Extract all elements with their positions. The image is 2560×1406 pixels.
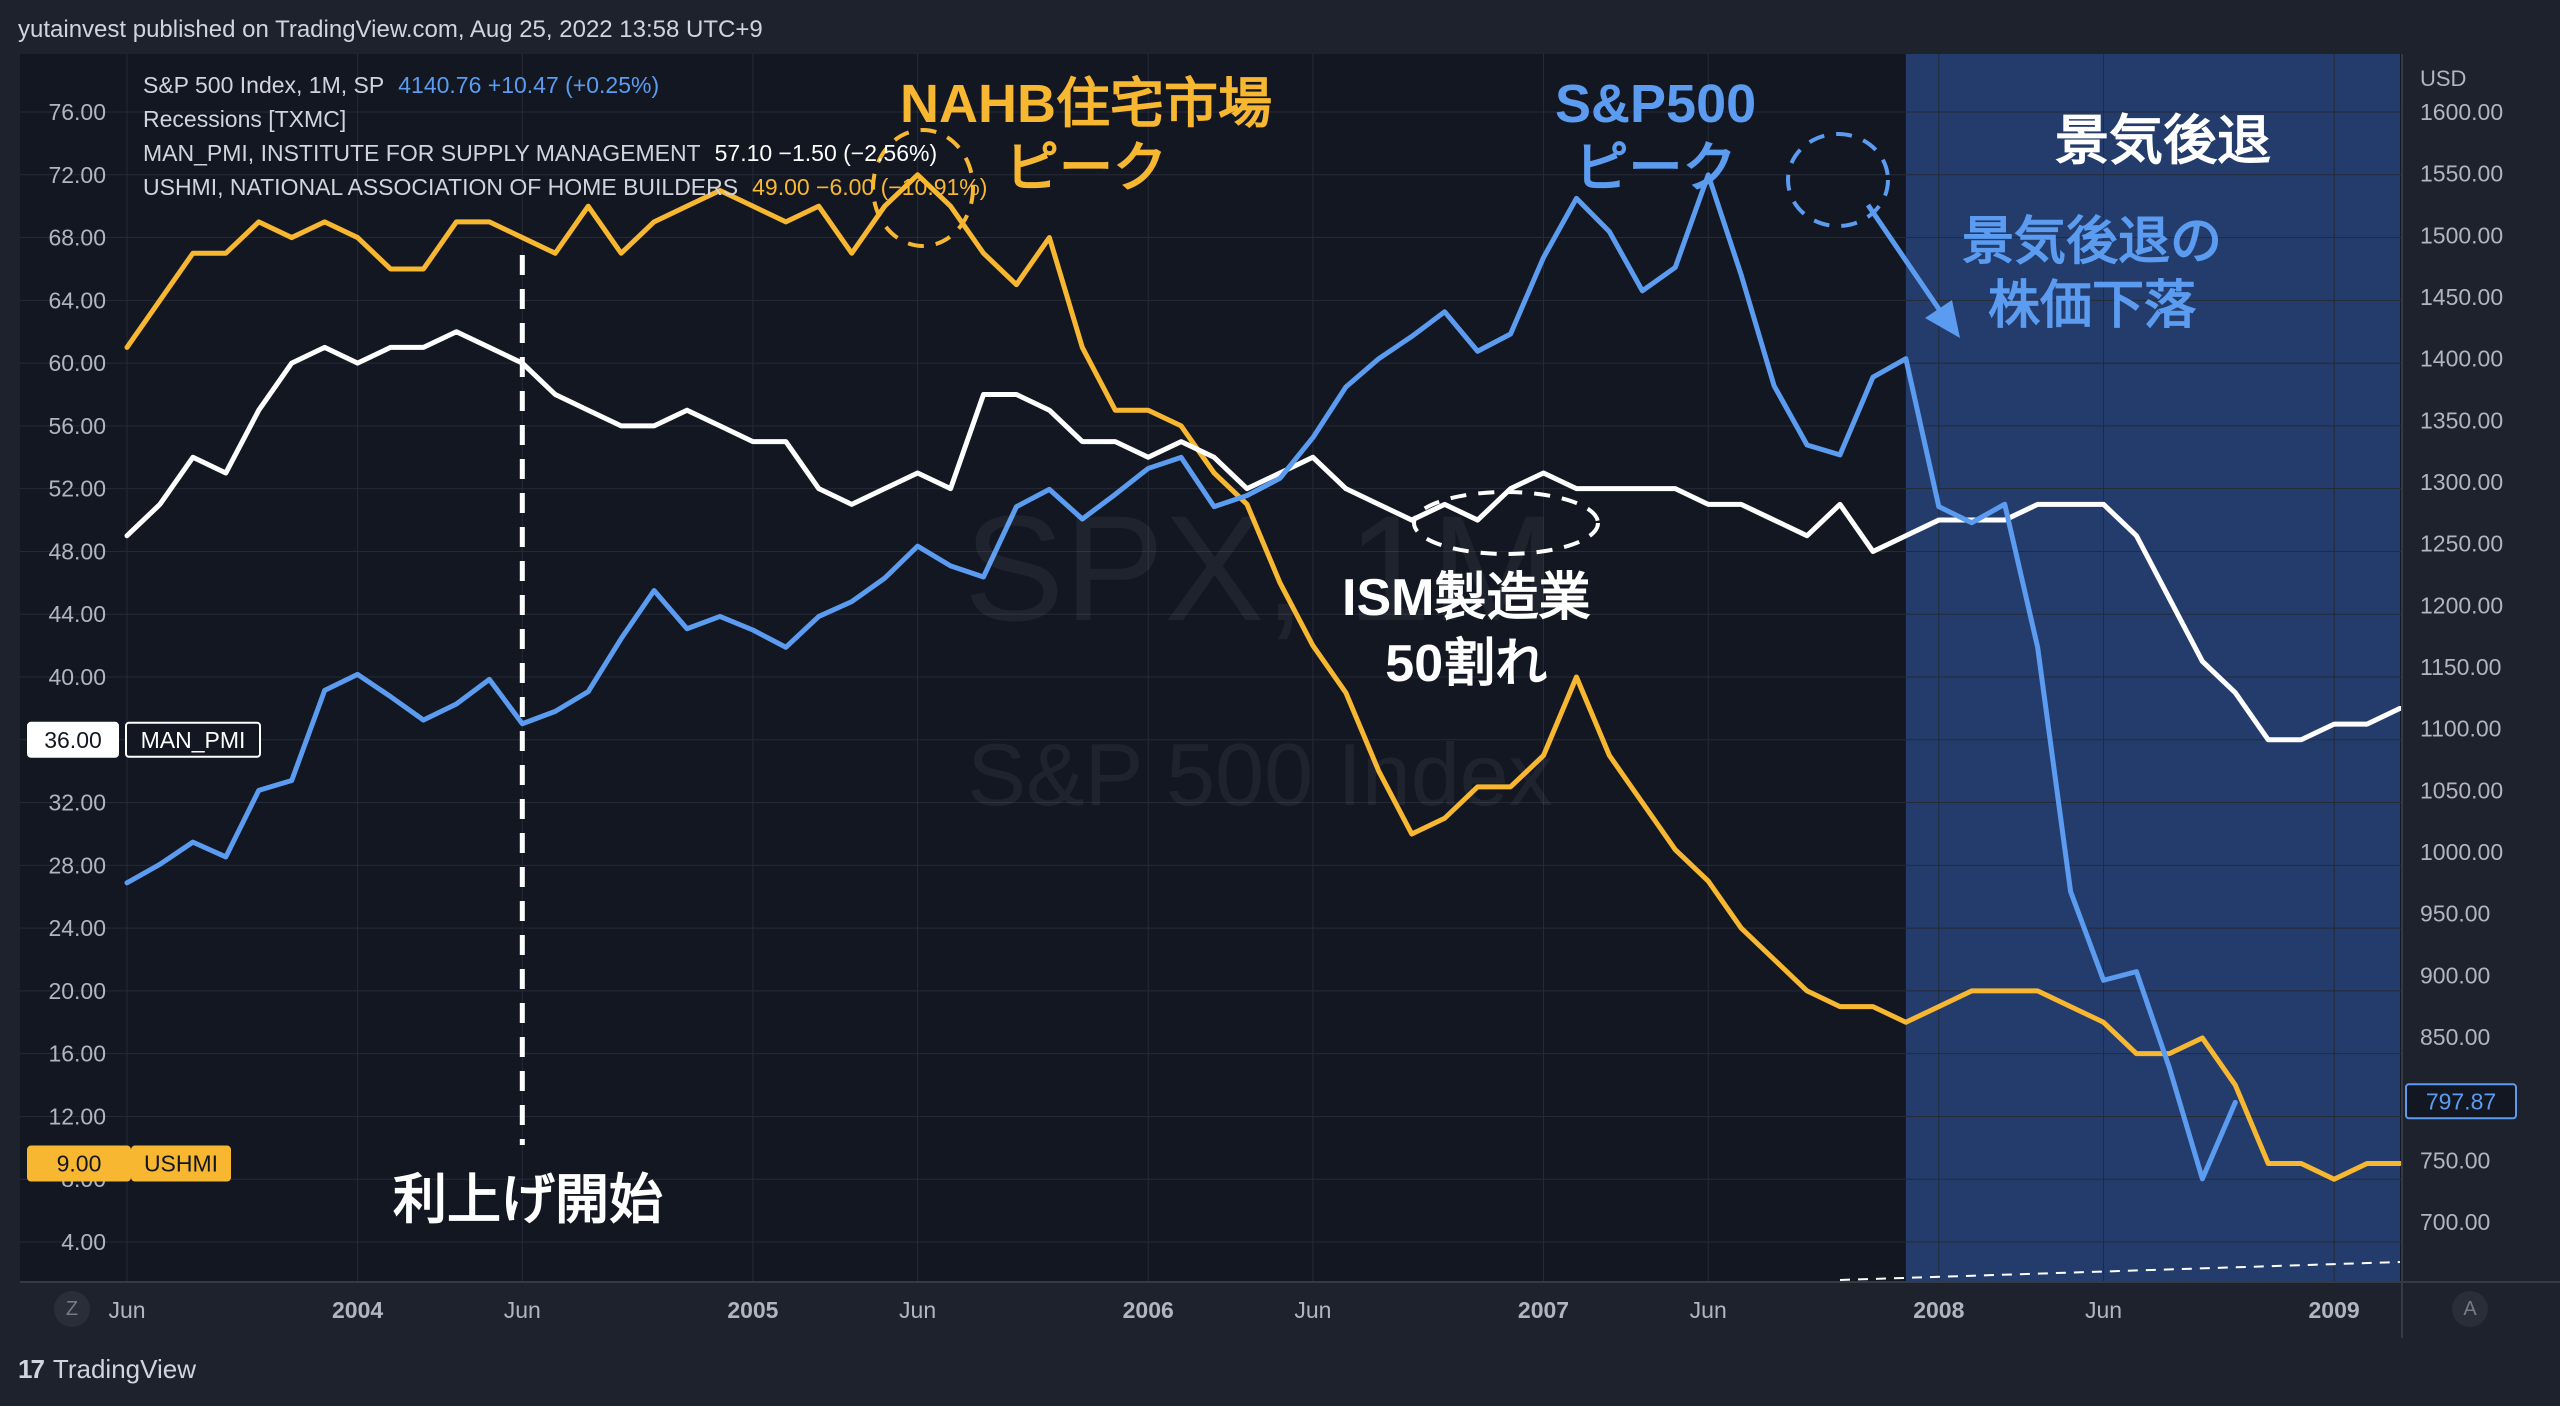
annotation-recession: 景気後退	[2055, 111, 2271, 171]
left-axis-tick-label: 12.00	[48, 1103, 106, 1129]
sp500-value-badge-label: 797.87	[2426, 1088, 2496, 1114]
right-axis-tick-label: 1200.00	[2420, 592, 2503, 618]
tradingview-brand[interactable]: 17 TradingView	[18, 1354, 196, 1385]
annotation-rate-hike: 利上げ開始	[393, 1170, 663, 1230]
decline-arrow-line	[1865, 203, 1948, 320]
brand-label: TradingView	[52, 1354, 196, 1384]
nahb-peak-circle	[871, 128, 975, 248]
legend-value: 57.10 −1.50 (−2.56%)	[714, 140, 938, 166]
publisher-line: yutainvest published on TradingView.com,…	[18, 16, 763, 43]
ushmi-value-badge	[27, 1145, 131, 1182]
pmi-name-badge-label: MAN_PMI	[141, 727, 246, 753]
left-axis-tick-label: 72.00	[48, 162, 106, 188]
watermark-name: S&P 500 Index	[967, 725, 1553, 824]
pmi-value-badge-label: 36.00	[44, 727, 102, 753]
right-axis-tick-label: 1500.00	[2420, 222, 2503, 248]
x-tick-label: 2004	[332, 1297, 383, 1323]
recession-band	[1905, 54, 2400, 1282]
left-axis-tick-label: 56.00	[48, 413, 106, 439]
right-axis-tick-label: 750.00	[2420, 1147, 2490, 1173]
right-axis-tick-label: 1100.00	[2420, 716, 2501, 742]
annotation-ism-below-50: ISM製造業 50割れ	[1342, 569, 1591, 693]
legend-name: S&P 500 Index, 1M, SP	[143, 72, 385, 98]
right-axis-unit: USD	[2420, 66, 2466, 91]
left-axis-tick-label: 60.00	[48, 350, 106, 376]
x-tick-label: Jun	[1294, 1297, 1331, 1323]
left-axis-tick-label: 52.00	[48, 476, 106, 502]
left-axis-tick-label: 24.00	[48, 915, 106, 941]
ushmi-name-badge-label: USHMI	[144, 1151, 218, 1177]
x-tick-label: 2008	[1913, 1297, 1964, 1323]
auto-scale-button[interactable]: A	[2452, 1291, 2488, 1327]
x-tick-label: 2009	[2309, 1297, 2360, 1323]
pmi-name-badge	[125, 721, 261, 758]
left-axis-tick-label: 16.00	[48, 1041, 106, 1067]
right-axis-tick-label: 1450.00	[2420, 284, 2503, 310]
left-axis-tick-label: 40.00	[48, 664, 106, 690]
left-axis-tick-label: 44.00	[48, 601, 106, 627]
left-axis-tick-label: 48.00	[48, 538, 106, 564]
x-tick-label: Jun	[504, 1297, 541, 1323]
right-axis-tick-label: 1150.00	[2420, 654, 2501, 680]
left-axis-tick-label: 28.00	[48, 852, 106, 878]
x-tick-label: Jun	[899, 1297, 936, 1323]
watermark-symbol: SPX, 1M	[964, 484, 1556, 652]
ushmi-value-badge-label: 9.00	[57, 1151, 102, 1177]
ism-below-50-circle	[1412, 490, 1600, 556]
right-axis-tick-label: 1000.00	[2420, 839, 2503, 865]
right-axis-tick-label: 1350.00	[2420, 407, 2503, 433]
series-line-s-p-500	[124, 172, 2238, 1182]
right-axis-tick-label: 1550.00	[2420, 161, 2503, 187]
sp500-value-badge	[2405, 1083, 2517, 1120]
annotation-recession-decline: 景気後退の 株価下落	[1962, 213, 2223, 335]
x-tick-label: 2005	[727, 1297, 778, 1323]
dashed-trend-line	[1839, 1261, 2401, 1281]
right-axis-tick-label: 950.00	[2420, 901, 2490, 927]
legend-row-pmi[interactable]: MAN_PMI, INSTITUTE FOR SUPPLY MANAGEMENT…	[143, 136, 987, 170]
right-axis-tick-label: 1250.00	[2420, 531, 2503, 557]
legend-row-recessions[interactable]: Recessions [TXMC]	[143, 102, 987, 136]
legend-row-ushmi[interactable]: USHMI, NATIONAL ASSOCIATION OF HOME BUIL…	[143, 170, 987, 204]
ushmi-name-badge	[131, 1145, 231, 1182]
right-axis-tick-label: 900.00	[2420, 962, 2490, 988]
timezone-button[interactable]: Z	[54, 1291, 90, 1327]
annotation-sp500-peak: S&P500 ピーク	[1555, 74, 1757, 198]
left-axis-tick-label: 20.00	[48, 978, 106, 1004]
pmi-value-badge	[27, 721, 119, 758]
left-axis-tick-label: 32.00	[48, 790, 106, 816]
legend-name: USHMI, NATIONAL ASSOCIATION OF HOME BUIL…	[143, 174, 739, 200]
x-tick-label: 2006	[1123, 1297, 1174, 1323]
x-tick-label: Jun	[2085, 1297, 2122, 1323]
decline-arrow-head	[1925, 300, 1960, 338]
series-legend: S&P 500 Index, 1M, SP 4140.76 +10.47 (+0.…	[143, 68, 987, 204]
series-line-ushmi	[124, 172, 2403, 1182]
legend-value: 49.00 −6.00 (−10.91%)	[752, 174, 988, 200]
right-axis-tick-label: 700.00	[2420, 1209, 2490, 1235]
legend-value: 4140.76 +10.47 (+0.25%)	[398, 72, 660, 98]
right-axis-tick-label: 1300.00	[2420, 469, 2503, 495]
sp500-peak-circle	[1786, 132, 1890, 228]
left-axis-tick-label: 76.00	[48, 99, 106, 125]
right-axis-tick-label: 850.00	[2420, 1024, 2490, 1050]
legend-row-sp500[interactable]: S&P 500 Index, 1M, SP 4140.76 +10.47 (+0.…	[143, 68, 987, 102]
legend-name: MAN_PMI, INSTITUTE FOR SUPPLY MANAGEMENT	[143, 140, 701, 166]
series-line-man-pmi	[124, 329, 2403, 743]
left-axis-tick-label: 64.00	[48, 287, 106, 313]
x-tick-label: Jun	[1690, 1297, 1727, 1323]
legend-name: Recessions [TXMC]	[143, 106, 347, 132]
x-tick-label: Jun	[108, 1297, 145, 1323]
right-axis-tick-label: 1400.00	[2420, 346, 2503, 372]
tradingview-logo-icon: 17	[18, 1354, 45, 1384]
annotation-nahb-peak: NAHB住宅市場 ピーク	[900, 74, 1272, 198]
right-axis-tick-label: 1050.00	[2420, 777, 2503, 803]
left-axis-tick-label: 68.00	[48, 225, 106, 251]
right-axis-tick-label: 1600.00	[2420, 99, 2503, 125]
left-axis-tick-label: 4.00	[61, 1229, 106, 1255]
x-tick-label: 2007	[1518, 1297, 1569, 1323]
